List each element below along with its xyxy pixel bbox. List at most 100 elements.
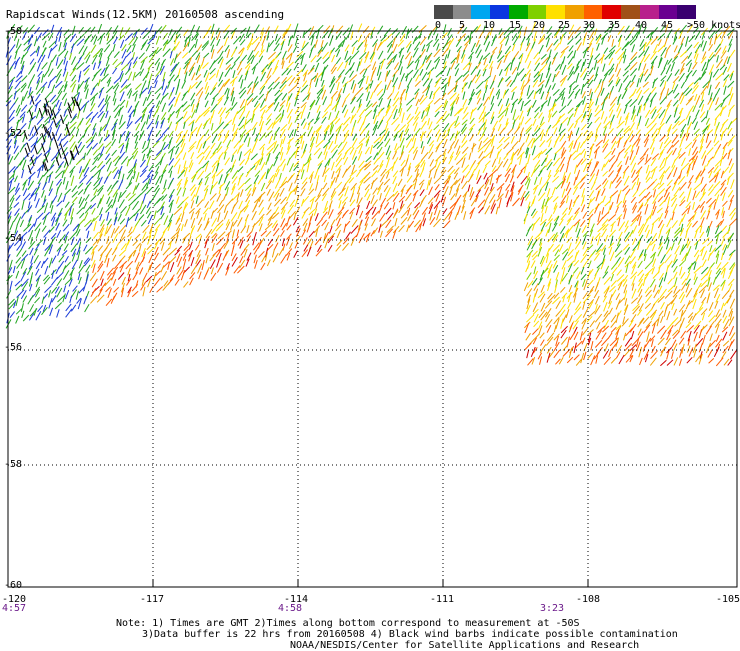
wind-barb — [231, 131, 238, 142]
wind-barb — [316, 89, 324, 99]
wind-barb — [555, 272, 560, 281]
wind-barb — [651, 318, 659, 327]
wind-barb — [455, 157, 464, 165]
wind-barb — [688, 95, 695, 102]
wind-barb — [201, 259, 205, 271]
wind-barb — [603, 301, 608, 312]
wind-barb — [453, 198, 459, 208]
wind-barb — [121, 156, 129, 165]
wind-barb — [175, 217, 181, 225]
wind-barb — [726, 127, 733, 136]
wind-barb — [162, 163, 168, 173]
wind-barb — [393, 62, 400, 70]
wind-barb — [141, 80, 147, 91]
wind-barb — [672, 84, 679, 94]
wind-barb — [705, 197, 712, 204]
wind-barb — [693, 48, 699, 59]
contaminated-barb — [71, 96, 76, 106]
wind-barb — [351, 46, 355, 55]
wind-barb — [657, 295, 665, 303]
wind-barb — [244, 157, 250, 165]
wind-barb — [457, 107, 465, 114]
wind-barb — [422, 212, 426, 222]
wind-barb — [623, 125, 630, 133]
wind-barb — [660, 254, 667, 264]
wind-barb — [700, 133, 705, 143]
wind-barb — [539, 356, 543, 365]
wind-barb — [351, 149, 357, 160]
wind-barb — [573, 140, 578, 149]
wind-barb — [628, 319, 634, 328]
wind-barb — [687, 312, 694, 319]
wind-barb — [264, 91, 269, 102]
wind-barb — [113, 216, 118, 226]
wind-barb — [525, 124, 533, 132]
wind-barb — [652, 284, 657, 293]
wind-barb — [162, 32, 169, 40]
wind-barb — [259, 104, 267, 112]
wind-barb — [657, 325, 666, 334]
wind-barb — [212, 249, 220, 257]
wind-barb — [554, 283, 558, 294]
wind-barb — [462, 190, 469, 198]
wind-barb — [426, 39, 433, 47]
wind-barb — [78, 276, 82, 285]
wind-barb — [23, 37, 32, 46]
wind-barb — [539, 104, 544, 112]
wind-barb — [303, 72, 307, 82]
wind-barb — [392, 55, 397, 63]
wind-barb — [211, 217, 218, 227]
wind-barb — [722, 66, 728, 75]
wind-barb — [260, 45, 264, 53]
wind-barb — [316, 218, 323, 227]
wind-barb — [540, 221, 546, 232]
wind-barb — [13, 130, 22, 139]
wind-barb — [286, 191, 292, 202]
wind-barb — [180, 223, 184, 232]
wind-barb — [162, 40, 169, 52]
wind-barb — [321, 89, 327, 100]
wind-barb — [230, 164, 235, 173]
wind-barb — [273, 188, 281, 198]
wind-barb — [610, 357, 617, 364]
wind-barb — [644, 354, 649, 363]
wind-barb — [594, 282, 599, 292]
wind-barb — [224, 87, 229, 95]
wind-barb — [57, 294, 66, 303]
wind-barb — [92, 50, 101, 58]
wind-barb — [91, 247, 96, 255]
wind-barb — [357, 221, 362, 231]
wind-barb — [386, 225, 394, 233]
wind-barb — [302, 143, 308, 154]
wind-barb — [181, 92, 187, 101]
wind-barb — [678, 323, 682, 333]
wind-barb — [307, 67, 315, 75]
wind-barb — [643, 324, 651, 334]
wind-barb — [434, 111, 440, 118]
wind-barb — [544, 300, 553, 309]
wind-barb — [651, 252, 656, 262]
wind-barb — [587, 101, 594, 112]
wind-barb — [652, 201, 656, 210]
wind-barb — [727, 359, 733, 366]
wind-barb — [425, 52, 433, 60]
wind-barb — [509, 80, 515, 88]
wind-barb — [105, 298, 113, 307]
wind-barb — [324, 231, 330, 240]
wind-barb — [189, 277, 194, 286]
wind-barb — [153, 197, 161, 207]
wind-barb — [226, 49, 231, 59]
wind-barb — [15, 307, 23, 315]
wind-barb — [672, 140, 680, 148]
wind-barb — [357, 34, 363, 43]
wind-barb — [152, 108, 159, 118]
wind-barb — [201, 160, 210, 169]
wind-barb — [391, 161, 396, 172]
wind-barb — [595, 190, 600, 202]
wind-barb — [587, 213, 594, 221]
wind-barb — [230, 212, 238, 222]
wind-barb — [659, 288, 667, 299]
wind-barb — [211, 232, 217, 239]
wind-barb — [184, 37, 188, 48]
wind-barb — [611, 174, 619, 184]
